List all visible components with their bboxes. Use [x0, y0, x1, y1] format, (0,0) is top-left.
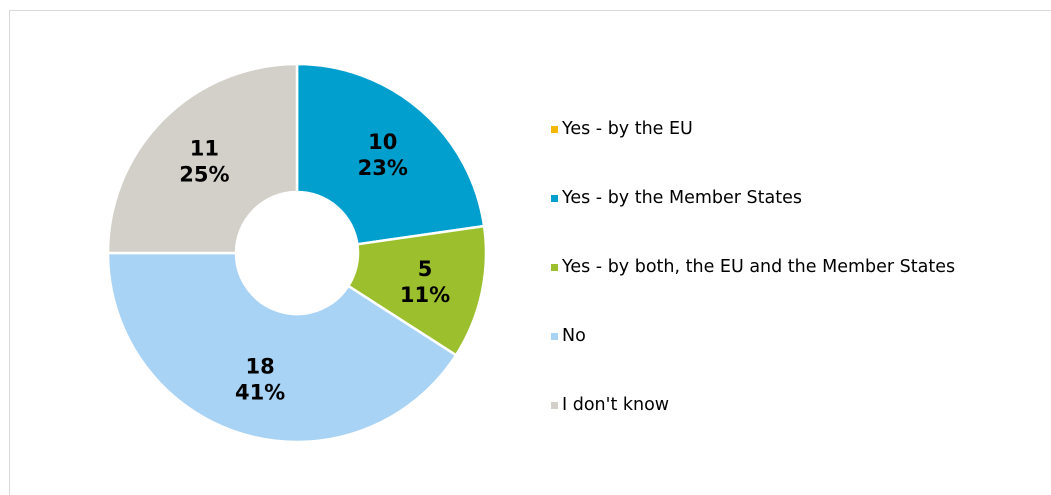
slice-count-no: 18	[245, 355, 274, 379]
legend-item-yes-member-states: Yes - by the Member States	[551, 186, 802, 210]
slice-yes-member-states	[295, 62, 486, 246]
legend-swatch-dont-know	[551, 402, 558, 409]
slice-percent-no: 41%	[235, 381, 285, 405]
donut-slices	[106, 62, 488, 444]
slice-count-dont-know: 11	[190, 136, 219, 160]
slice-no	[106, 251, 458, 444]
slice-count-yes-both: 5	[418, 257, 433, 281]
slice-dont-know	[106, 62, 299, 255]
legend-label-no: No	[562, 326, 586, 346]
legend-label-yes-both: Yes - by both, the EU and the Member Sta…	[562, 257, 956, 277]
legend-item-no: No	[551, 324, 586, 348]
legend-label-yes-member-states: Yes - by the Member States	[562, 188, 802, 208]
slice-percent-yes-both: 11%	[400, 283, 450, 307]
legend-swatch-yes-member-states	[551, 195, 558, 202]
legend-item-yes-eu: Yes - by the EU	[551, 117, 693, 141]
slice-yes-both	[346, 224, 488, 357]
legend-swatch-no	[551, 333, 558, 340]
slice-percent-dont-know: 25%	[179, 162, 229, 186]
legend-label-yes-eu: Yes - by the EU	[562, 119, 693, 139]
legend-item-yes-both: Yes - by both, the EU and the Member Sta…	[551, 255, 955, 279]
slice-count-yes-member-states: 10	[368, 130, 397, 154]
slice-percent-yes-member-states: 23%	[358, 156, 408, 180]
legend-swatch-yes-both	[551, 264, 558, 271]
legend-label-dont-know: I don't know	[562, 395, 670, 415]
legend-swatch-yes-eu	[551, 126, 558, 133]
legend-item-dont-know: I don't know	[551, 393, 669, 417]
